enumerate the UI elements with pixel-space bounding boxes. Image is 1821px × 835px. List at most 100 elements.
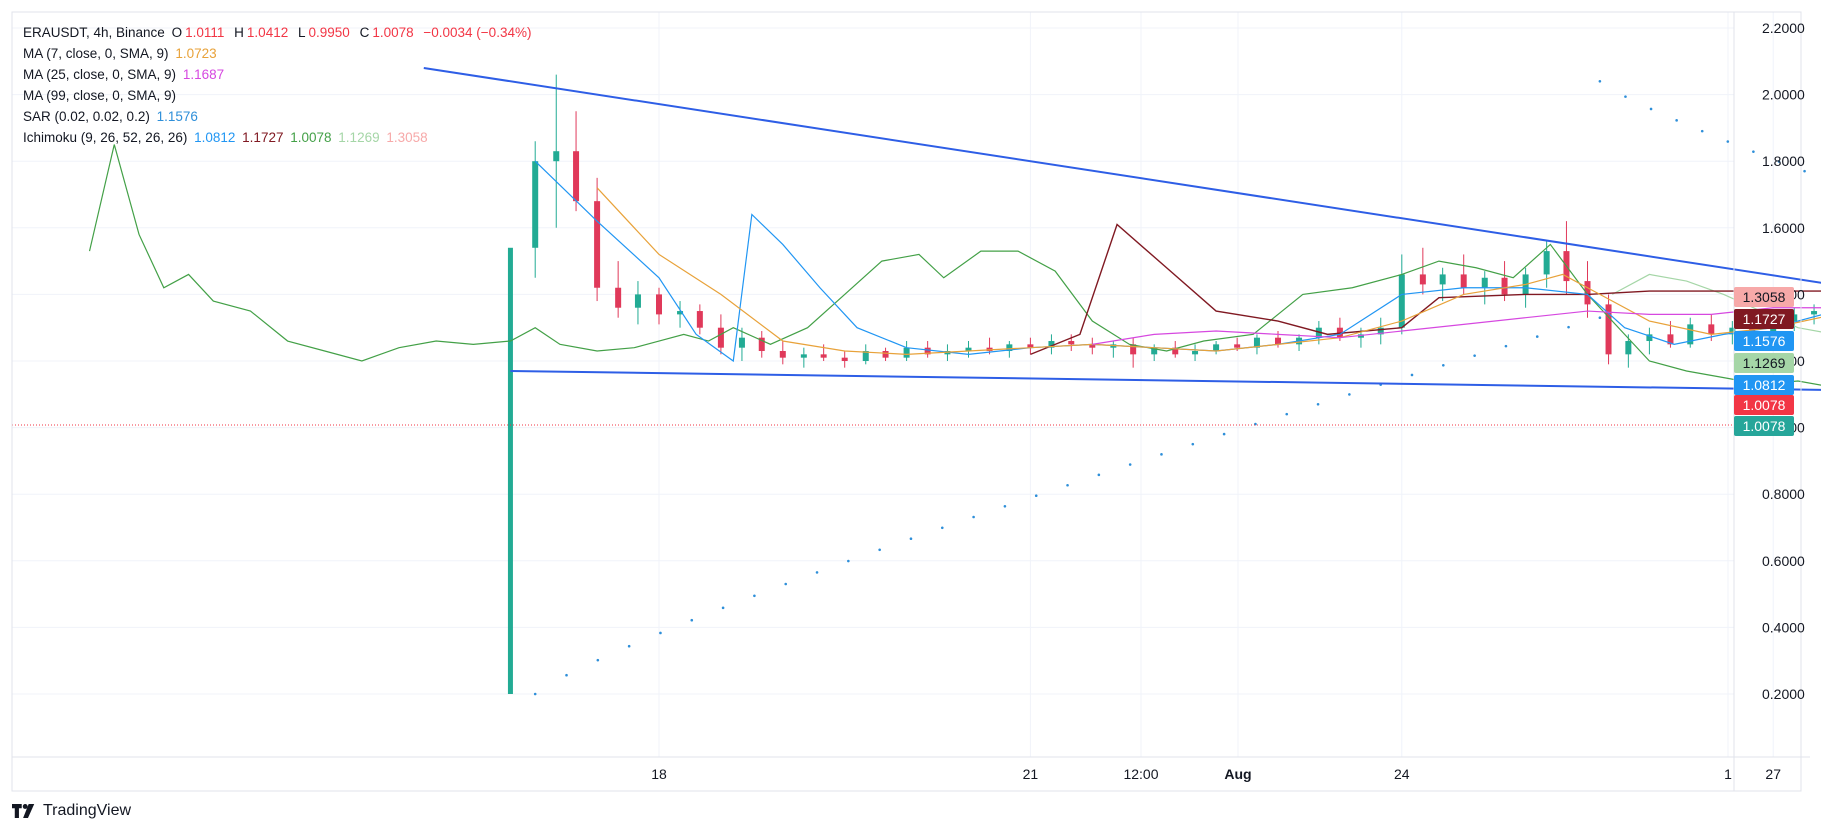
x-tick-label: 21 [1023,766,1039,782]
legend: ERAUSDT, 4h, Binance O 1.0111 H 1.0412 L 0.… [23,22,534,148]
candle-body [1419,274,1426,285]
y-tick-label: 1.8000 [1762,153,1805,169]
y-tick-label: 0.4000 [1762,619,1805,635]
candle-body [1006,344,1013,352]
sar-dot [1777,160,1781,163]
candle-body [1646,334,1653,342]
sar-dot [1442,363,1445,367]
candle-body [800,354,807,358]
ma25-legend[interactable]: MA (25, close, 0, SMA, 9) 1.1687 [23,67,225,82]
price-label-text: 1.3058 [1743,289,1786,305]
sar-dot [1410,373,1414,377]
candle-body [717,327,724,348]
candle-body [1584,281,1591,305]
sar-dot [1624,95,1627,98]
candle-body [615,287,622,308]
sar-dot [1003,505,1007,508]
sar-dot [1504,344,1508,348]
candle-body [1048,341,1055,348]
candle-body [1605,304,1612,355]
tradingview-brand[interactable]: TradingView [12,802,131,820]
price-label-bg [1734,287,1794,307]
sar-dot [909,537,913,541]
symbol-label[interactable]: ERAUSDT, 4h, Binance [23,25,165,40]
candle-body [634,294,641,308]
ichimoku-legend[interactable]: Ichimoku (9, 26, 52, 26, 26) 1.0812 1.17… [23,130,428,145]
candle-body [1068,341,1075,345]
open-value: O 1.0111 [171,25,225,40]
price-label-text: 1.1576 [1743,333,1786,349]
trendlines[interactable] [423,66,1821,401]
candle-body [1687,324,1694,345]
ichimoku-lead-a-value: 1.1269 [338,130,380,145]
price-label-text: 1.1269 [1743,355,1786,371]
vertical-spike [507,247,513,694]
candle-body [656,294,662,315]
x-tick-label: 12:00 [1123,766,1158,782]
candle-body [677,311,684,315]
y-tick-label: 0.8000 [1762,486,1805,502]
sar-dot [1598,79,1602,83]
sar-dot [533,692,537,696]
candle-body [594,201,601,288]
candle-body [738,337,745,348]
price-label-bg [1734,416,1794,436]
ichimoku-base-value: 1.1727 [242,130,284,145]
sar-dot [1598,316,1602,320]
x-tick-label: 27 [1765,766,1781,782]
y-tick-label: 0.6000 [1762,553,1805,569]
sar-legend[interactable]: SAR (0.02, 0.02, 0.2) 1.1576 [23,109,198,124]
spike-candle-body [507,247,513,694]
candle-body [1213,344,1220,352]
sar-dot [1803,169,1806,173]
close-value: C 1.0078 [359,25,414,40]
candle-body [1172,347,1179,355]
candle-body [924,347,931,355]
sar-dot [1160,453,1163,456]
tradingview-logo-icon [12,804,35,818]
candle-body [553,151,560,162]
x-tick-label: 18 [651,766,667,782]
sar-dot [815,571,819,574]
sar-dot [1097,473,1101,477]
brand-name: TradingView [43,802,132,819]
price-label-text: 1.0078 [1743,418,1786,434]
candle-body [903,347,910,358]
candle-body [1791,314,1798,322]
price-label-text: 1.0812 [1743,377,1786,393]
price-labels: 1.3058 1.1727 1.1576 1.1269 1.0812 1.0078 1.00… [1734,287,1794,436]
sar-dot [1752,150,1755,153]
candle-body [1234,344,1241,348]
sar-dot [690,618,694,622]
price-label-text: 1.0078 [1743,397,1786,413]
change-value: −0.0034 (−0.34%) [423,25,532,40]
candle-body [779,351,786,358]
ichimoku-base-line [1030,223,1821,355]
ichimoku-lead-b-value: 1.3058 [386,130,428,145]
candle-body [1377,327,1384,335]
candle-body [1130,344,1137,355]
sar-value: 1.1576 [156,109,198,124]
candle-body [1275,337,1281,345]
price-label-text: 1.1727 [1743,311,1786,327]
low-value: L 0.9950 [297,25,350,40]
candle-body [1667,334,1674,345]
ma99-legend[interactable]: MA (99, close, 0, SMA, 9) [23,88,177,103]
candle-body [1151,347,1158,355]
symbol-row: ERAUSDT, 4h, Binance O 1.0111 H 1.0412 L 0.… [23,22,534,43]
candle-body [1439,274,1446,285]
candle-body [882,351,889,358]
candle-body [1625,341,1632,355]
candle-body [758,337,765,352]
sar-dots [533,79,1806,696]
ma7-legend[interactable]: MA (7, close, 0, SMA, 9) 1.0723 [23,46,217,61]
candle-body [1708,324,1715,335]
price-label-bg [1734,309,1794,329]
sar-dot [1649,107,1653,111]
sar-dot [940,526,944,530]
x-tick-label: 24 [1394,766,1410,782]
sar-dot [1567,325,1570,329]
sar-dot [565,673,568,677]
y-tick-label: 1.6000 [1762,220,1805,236]
